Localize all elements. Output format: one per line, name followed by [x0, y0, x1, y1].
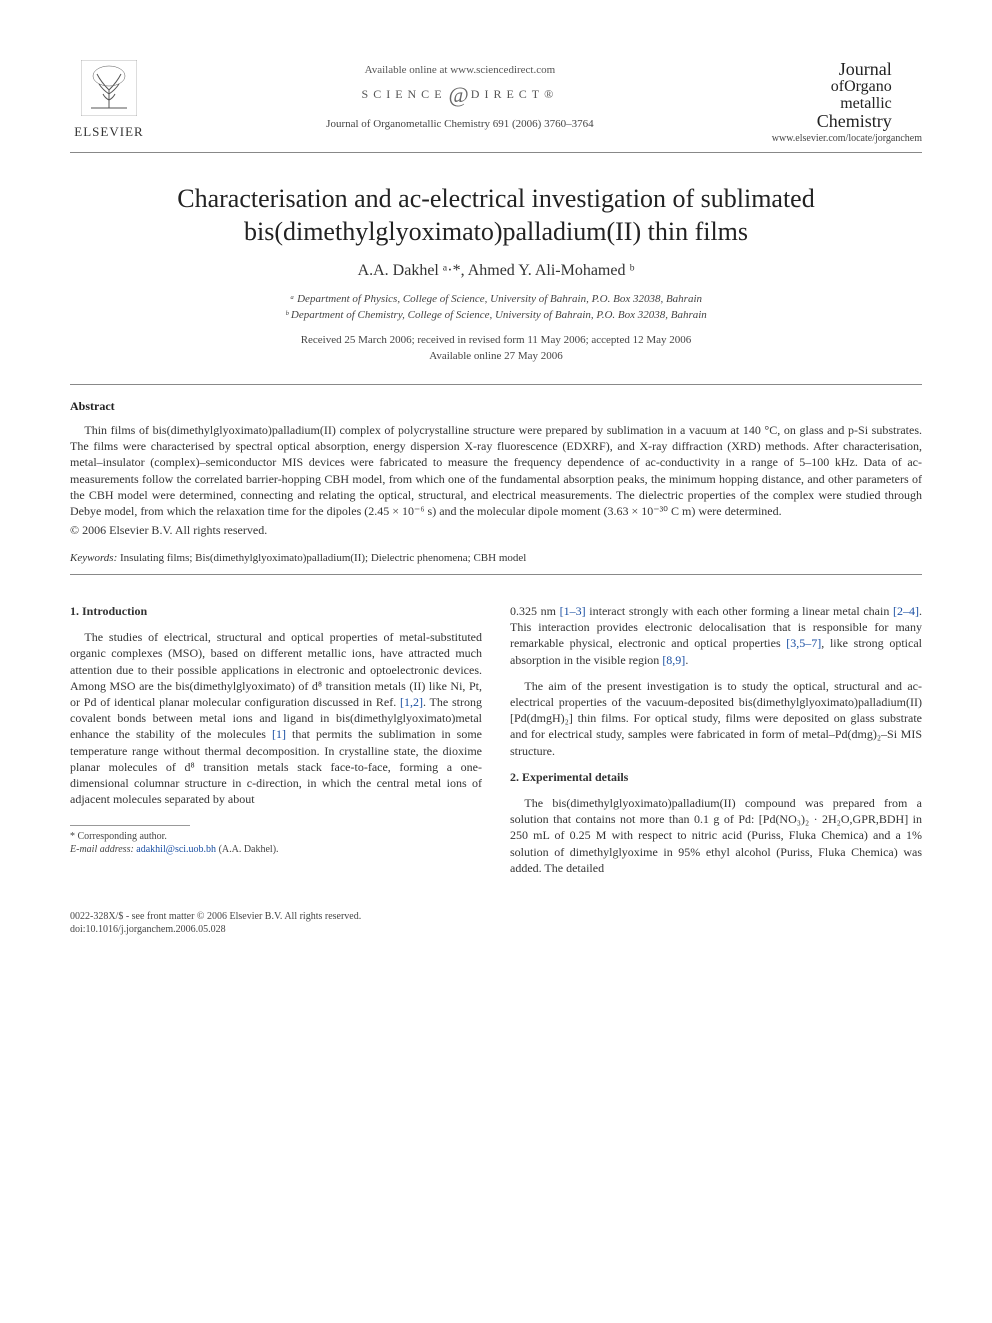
introduction-paragraph-1: The studies of electrical, structural an… [70, 629, 482, 807]
journal-url: www.elsevier.com/locate/jorganchem [772, 133, 922, 144]
keywords-label: Keywords: [70, 552, 117, 564]
keywords-text: Insulating films; Bis(dimethylglyoximato… [120, 552, 526, 564]
journal-title-l2: ofOrgano [772, 79, 892, 96]
experimental-paragraph-1: The bis(dimethylglyoximato)palladium(II)… [510, 795, 922, 876]
intro-col2-b: interact strongly with each other formin… [586, 604, 893, 618]
footnote-email-line: E-mail address: adakhil@sci.uob.bh (A.A.… [70, 843, 482, 856]
journal-title-l3: metallic [772, 96, 892, 113]
sd-label-1: SCIENCE [362, 87, 447, 101]
ref-link-1-3[interactable]: [1–3] [560, 604, 586, 618]
dates-online: Available online 27 May 2006 [70, 349, 922, 364]
intro-col2-a: 0.325 nm [510, 604, 560, 618]
journal-title-l4: Chemistry [772, 112, 892, 131]
sciencedirect-logo: SCIENCE@DIRECT® [148, 82, 772, 108]
footnote-separator [70, 825, 190, 826]
publisher-name: ELSEVIER [70, 124, 148, 140]
journal-title-block: Journal ofOrgano metallic Chemistry [772, 60, 892, 131]
sd-label-2: DIRECT® [471, 87, 558, 101]
ref-link-1-2[interactable]: [1,2] [400, 695, 423, 709]
ref-link-8-9[interactable]: [8,9] [662, 653, 685, 667]
elsevier-tree-icon [70, 60, 148, 124]
abstract-heading: Abstract [70, 399, 922, 414]
issn-line: 0022-328X/$ - see front matter © 2006 El… [70, 910, 922, 923]
footnote-block: * Corresponding author. E-mail address: … [70, 830, 482, 856]
journal-title-container: Journal ofOrgano metallic Chemistry www.… [772, 60, 922, 144]
experimental-heading: 2. Experimental details [510, 769, 922, 785]
footnote-email-suffix: (A.A. Dakhel). [219, 844, 279, 855]
introduction-heading: 1. Introduction [70, 603, 482, 619]
column-right: 0.325 nm [1–3] interact strongly with ea… [510, 603, 922, 886]
article-authors: A.A. Dakhel ᵃ·*, Ahmed Y. Ali-Mohamed ᵇ [70, 262, 922, 280]
affiliation-a: ᵃ Department of Physics, College of Scie… [70, 292, 922, 307]
introduction-aim: The aim of the present investigation is … [510, 678, 922, 759]
sd-at-icon: @ [447, 82, 471, 107]
footnote-corresponding: * Corresponding author. [70, 830, 482, 843]
bottom-meta: 0022-328X/$ - see front matter © 2006 El… [70, 910, 922, 936]
abstract-body: Thin films of bis(dimethylglyoximato)pal… [70, 422, 922, 519]
keywords: Keywords: Insulating films; Bis(dimethyl… [70, 552, 922, 564]
article-title: Characterisation and ac-electrical inves… [70, 183, 922, 248]
body-columns: 1. Introduction The studies of electrica… [70, 603, 922, 886]
ref-link-1[interactable]: [1] [272, 727, 286, 741]
available-online-text: Available online at www.sciencedirect.co… [148, 64, 772, 76]
affiliation-b: ᵇ Department of Chemistry, College of Sc… [70, 308, 922, 323]
abstract-bottom-rule [70, 574, 922, 575]
page-container: ELSEVIER Available online at www.science… [0, 0, 992, 976]
abstract-copyright: © 2006 Elsevier B.V. All rights reserved… [70, 523, 922, 538]
doi-line: doi:10.1016/j.jorganchem.2006.05.028 [70, 923, 922, 936]
footnote-email-label: E-mail address: [70, 844, 134, 855]
article-dates: Received 25 March 2006; received in revi… [70, 333, 922, 364]
abstract-top-rule [70, 384, 922, 385]
header-rule [70, 152, 922, 153]
publisher-logo: ELSEVIER [70, 60, 148, 140]
dates-received: Received 25 March 2006; received in revi… [70, 333, 922, 348]
introduction-continued: 0.325 nm [1–3] interact strongly with ea… [510, 603, 922, 668]
ref-link-2-4[interactable]: [2–4] [893, 604, 919, 618]
column-left: 1. Introduction The studies of electrica… [70, 603, 482, 886]
ref-link-3-5-7[interactable]: [3,5–7] [786, 636, 821, 650]
journal-reference: Journal of Organometallic Chemistry 691 … [148, 118, 772, 130]
footnote-email[interactable]: adakhil@sci.uob.bh [136, 844, 216, 855]
header-row: ELSEVIER Available online at www.science… [70, 60, 922, 144]
center-header: Available online at www.sciencedirect.co… [148, 60, 772, 130]
affiliations: ᵃ Department of Physics, College of Scie… [70, 292, 922, 323]
intro-col2-e: . [685, 653, 688, 667]
journal-title-l1: Journal [772, 60, 892, 79]
